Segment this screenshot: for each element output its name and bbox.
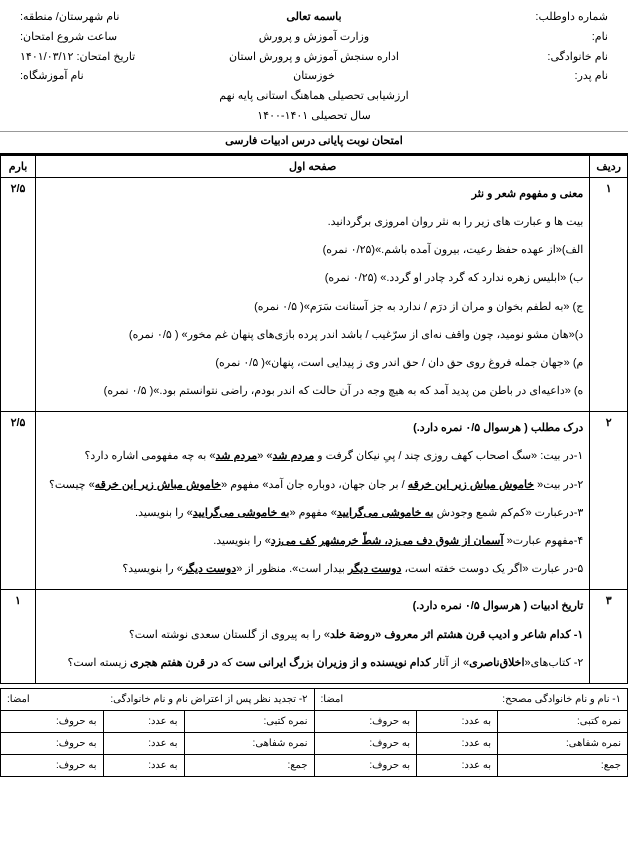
- oral2-word: به حروف:: [1, 732, 104, 754]
- col-row-header: ردیف: [590, 155, 628, 177]
- ministry: وزارت آموزش و پرورش: [216, 28, 412, 48]
- written2-word: به حروف:: [1, 710, 104, 732]
- col-page-header: صفحه اول: [36, 155, 590, 177]
- oral2-label: نمره شفاهی:: [184, 732, 314, 754]
- oral1-num: به عدد:: [417, 732, 498, 754]
- oral2-num: به عدد:: [103, 732, 184, 754]
- eval-line: ارزشیابی تحصیلی هماهنگ استانی پایه نهم س…: [216, 87, 412, 127]
- family-label: نام خانوادگی:: [412, 48, 608, 68]
- total2-word: به حروف:: [1, 754, 104, 776]
- total1-label: جمع:: [498, 754, 628, 776]
- written2-num: به عدد:: [103, 710, 184, 732]
- written1-label: نمره کتبی:: [498, 710, 628, 732]
- q3-content: تاریخ ادبیات ( هرسوال ۰/۵ نمره دارد.) ۱-…: [36, 590, 590, 684]
- father-label: نام پدر:: [412, 67, 608, 87]
- questions-table: ردیف صفحه اول بارم ۱ معنی و مفهوم شعر و …: [0, 155, 628, 684]
- review-cell: ۲- تجدید نظر پس از اعتراض نام و نام خانو…: [1, 688, 315, 710]
- oral1-word: به حروف:: [314, 732, 416, 754]
- footer-table: ۱- نام و نام خانوادگی مصحح: امضا: ۲- تجد…: [0, 688, 628, 777]
- school-label: نام آموزشگاه:: [20, 67, 216, 87]
- q3-num: ۳: [590, 590, 628, 684]
- q2-num: ۲: [590, 412, 628, 590]
- total2-num: به عدد:: [103, 754, 184, 776]
- total1-word: به حروف:: [314, 754, 416, 776]
- corrector-cell: ۱- نام و نام خانوادگی مصحح: امضا:: [314, 688, 627, 710]
- q1-score: ۲/۵: [1, 177, 36, 412]
- dept: اداره سنجش آموزش و پرورش استان خوزستان: [216, 48, 412, 88]
- q2-score: ۲/۵: [1, 412, 36, 590]
- exam-date-label: تاریخ امتحان: ۱۴۰۱/۰۳/۱۲: [20, 48, 216, 68]
- q1-content: معنی و مفهوم شعر و نثر بیت ها و عبارت ها…: [36, 177, 590, 412]
- written1-word: به حروف:: [314, 710, 416, 732]
- col-score-header: بارم: [1, 155, 36, 177]
- region-label: نام شهرستان/ منطقه:: [20, 8, 216, 28]
- name-label: نام:: [412, 28, 608, 48]
- bismillah: باسمه تعالی: [216, 8, 412, 28]
- written1-num: به عدد:: [417, 710, 498, 732]
- q1-num: ۱: [590, 177, 628, 412]
- candidate-no-label: شماره داوطلب:: [412, 8, 608, 28]
- total1-num: به عدد:: [417, 754, 498, 776]
- start-time-label: ساعت شروع امتحان:: [20, 28, 216, 48]
- q3-score: ۱: [1, 590, 36, 684]
- q2-content: درک مطلب ( هرسوال ۰/۵ نمره دارد.) ۱-در ب…: [36, 412, 590, 590]
- written2-label: نمره کتبی:: [184, 710, 314, 732]
- exam-title: امتحان نوبت پایانی درس ادبیات فارسی: [0, 132, 628, 155]
- total2-label: جمع:: [184, 754, 314, 776]
- oral1-label: نمره شفاهی:: [498, 732, 628, 754]
